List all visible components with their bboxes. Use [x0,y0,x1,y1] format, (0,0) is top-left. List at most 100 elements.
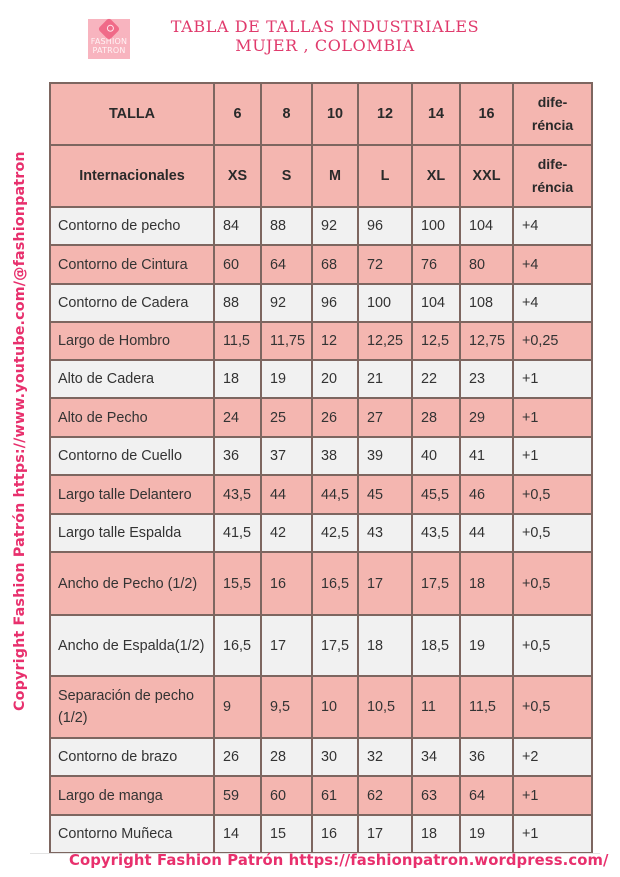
measurement-value: 11 [411,675,461,739]
measurement-value: 40 [411,436,461,476]
measurement-value: 39 [357,436,413,476]
measurement-label: Contorno de Cuello [49,436,215,476]
measurement-diff: +4 [512,206,593,246]
table-row: Contorno de Cadera 88 92 96 100 104 108 +4 [49,283,593,323]
measurement-diff: +0,5 [512,513,593,553]
measurement-value: 12,5 [411,321,461,361]
measurement-value: 15 [260,814,313,854]
international-diferencia: dife- réncia [512,144,593,208]
measurement-value: 80 [459,244,514,285]
table-row: Contorno de Cuello 36 37 38 39 40 41 +1 [49,436,593,476]
international-size: M [311,144,359,208]
measurement-value: 11,75 [260,321,313,361]
measurement-value: 37 [260,436,313,476]
measurement-value: 9 [213,675,262,739]
international-size: XL [411,144,461,208]
table-row: Ancho de Pecho (1/2) 15,5 16 16,5 17 17,5 18 +0… [49,551,593,616]
measurement-label: Alto de Pecho [49,397,215,438]
fashion-patron-logo: FASHION PATRON [88,17,130,59]
measurement-value: 17 [357,551,413,616]
measurement-value: 76 [411,244,461,285]
measurement-label: Contorno de pecho [49,206,215,246]
measurement-label: Largo talle Delantero [49,474,215,515]
measurement-value: 88 [260,206,313,246]
measurement-value: 24 [213,397,262,438]
international-size: S [260,144,313,208]
diff-line-1: dife- [537,94,568,110]
measurement-diff: +0,5 [512,675,593,739]
measurement-label: Contorno de brazo [49,737,215,777]
measurement-value: 38 [311,436,359,476]
measurement-value: 19 [459,614,514,677]
header-diferencia: dife- réncia [512,82,593,146]
measurement-value: 68 [311,244,359,285]
measurement-diff: +1 [512,814,593,854]
diff-line-1: dife- [537,156,568,172]
page-title: TABLA DE TALLAS INDUSTRIALES MUJER , COL… [150,17,500,55]
measurement-diff: +4 [512,244,593,285]
measurement-label: Ancho de Espalda(1/2) [49,614,215,677]
international-size: L [357,144,413,208]
measurement-diff: +1 [512,436,593,476]
measurement-value: 62 [357,775,413,816]
measurement-value: 18,5 [411,614,461,677]
measurement-value: 10,5 [357,675,413,739]
measurement-value: 26 [213,737,262,777]
measurement-label: Alto de Cadera [49,359,215,399]
table-row: Contorno de brazo 26 28 30 32 34 36 +2 [49,737,593,777]
header-size: 12 [357,82,413,146]
measurement-value: 44,5 [311,474,359,515]
measurement-value: 11,5 [213,321,262,361]
divider [30,853,600,854]
measurement-value: 18 [213,359,262,399]
measurement-value: 61 [311,775,359,816]
measurement-value: 18 [357,614,413,677]
table-row: Largo talle Delantero 43,5 44 44,5 45 45,5 46 +… [49,474,593,515]
size-chart-table: TALLA 6 8 10 12 14 16 dife- réncia Inter… [49,82,593,854]
measurement-value: 72 [357,244,413,285]
diff-line-2: réncia [531,117,574,133]
measurement-value: 44 [260,474,313,515]
measurement-label: Largo talle Espalda [49,513,215,553]
measurement-value: 108 [459,283,514,323]
measurement-value: 60 [260,775,313,816]
measurement-value: 60 [213,244,262,285]
measurement-value: 30 [311,737,359,777]
measurement-diff: +2 [512,737,593,777]
measurement-value: 17,5 [311,614,359,677]
measurement-value: 46 [459,474,514,515]
measurement-value: 18 [411,814,461,854]
title-line-1: TABLA DE TALLAS INDUSTRIALES [170,17,480,36]
international-size: XS [213,144,262,208]
measurement-value: 27 [357,397,413,438]
measurement-label: Largo de manga [49,775,215,816]
measurement-value: 84 [213,206,262,246]
measurement-value: 36 [213,436,262,476]
measurement-value: 16,5 [213,614,262,677]
measurement-value: 16 [311,814,359,854]
table-row: Largo de manga 59 60 61 62 63 64 +1 [49,775,593,816]
measurement-value: 96 [357,206,413,246]
measurement-value: 100 [411,206,461,246]
measurement-value: 42 [260,513,313,553]
measurement-diff: +1 [512,775,593,816]
measurement-diff: +4 [512,283,593,323]
table-row: Separación de pecho (1/2) 9 9,5 10 10,5 11 11,… [49,675,593,739]
measurement-value: 25 [260,397,313,438]
measurement-value: 41 [459,436,514,476]
table-row: Contorno Muñeca 14 15 16 17 18 19 +1 [49,814,593,854]
measurement-value: 28 [260,737,313,777]
measurement-label: Ancho de Pecho (1/2) [49,551,215,616]
measurement-diff: +0,5 [512,551,593,616]
measurement-value: 21 [357,359,413,399]
table-row: Ancho de Espalda(1/2) 16,5 17 17,5 18 18,5 19 +… [49,614,593,677]
measurement-value: 9,5 [260,675,313,739]
measurement-value: 15,5 [213,551,262,616]
measurement-value: 59 [213,775,262,816]
measurement-value: 17,5 [411,551,461,616]
title-line-2: MUJER , COLOMBIA [235,36,415,55]
measurement-label: Contorno Muñeca [49,814,215,854]
measurement-value: 92 [311,206,359,246]
measurement-value: 14 [213,814,262,854]
header-row-internacionales: Internacionales XS S M L XL XXL dife- ré… [49,144,593,208]
